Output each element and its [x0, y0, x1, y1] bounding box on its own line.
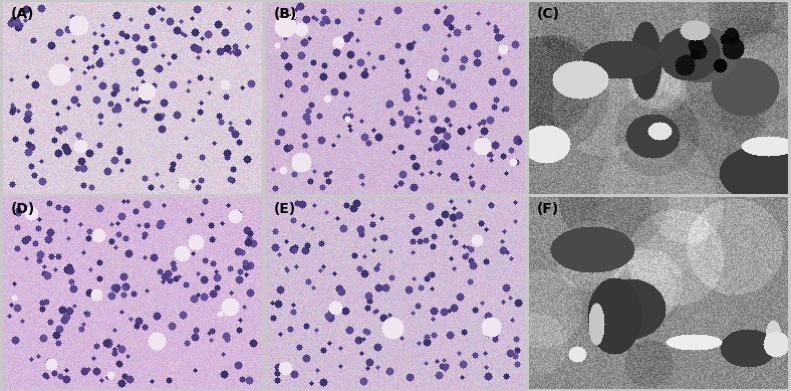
Text: (F): (F) [537, 203, 559, 217]
Text: (B): (B) [274, 7, 297, 22]
Text: (C): (C) [537, 7, 560, 22]
Text: (A): (A) [11, 7, 35, 22]
Text: (D): (D) [11, 203, 35, 217]
Text: (E): (E) [274, 203, 297, 217]
